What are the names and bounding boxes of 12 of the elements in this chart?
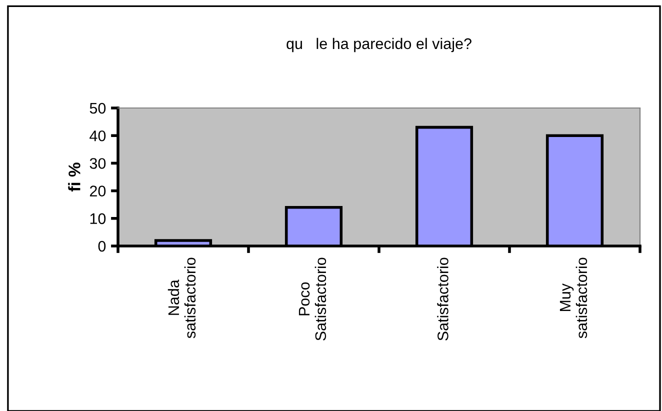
y-tick-label: 50	[90, 102, 106, 114]
x-tick-label: Nada satisfactorio	[168, 258, 196, 338]
y-tick-label: 10	[90, 213, 106, 224]
x-tick-label: Satisfactorio	[437, 258, 448, 340]
x-tick-label: Poco Satisfactorio	[298, 258, 326, 340]
y-tick-label: 40	[90, 130, 106, 142]
y-axis-title: fi %	[68, 162, 80, 192]
chart-title: qu le ha parecido el viaje?	[286, 38, 472, 52]
x-tick-label: Muy satisfactorio	[560, 258, 588, 338]
y-tick-label: 0	[98, 240, 106, 252]
y-tick-label: 20	[90, 186, 106, 196]
y-tick-label: 30	[90, 158, 106, 169]
